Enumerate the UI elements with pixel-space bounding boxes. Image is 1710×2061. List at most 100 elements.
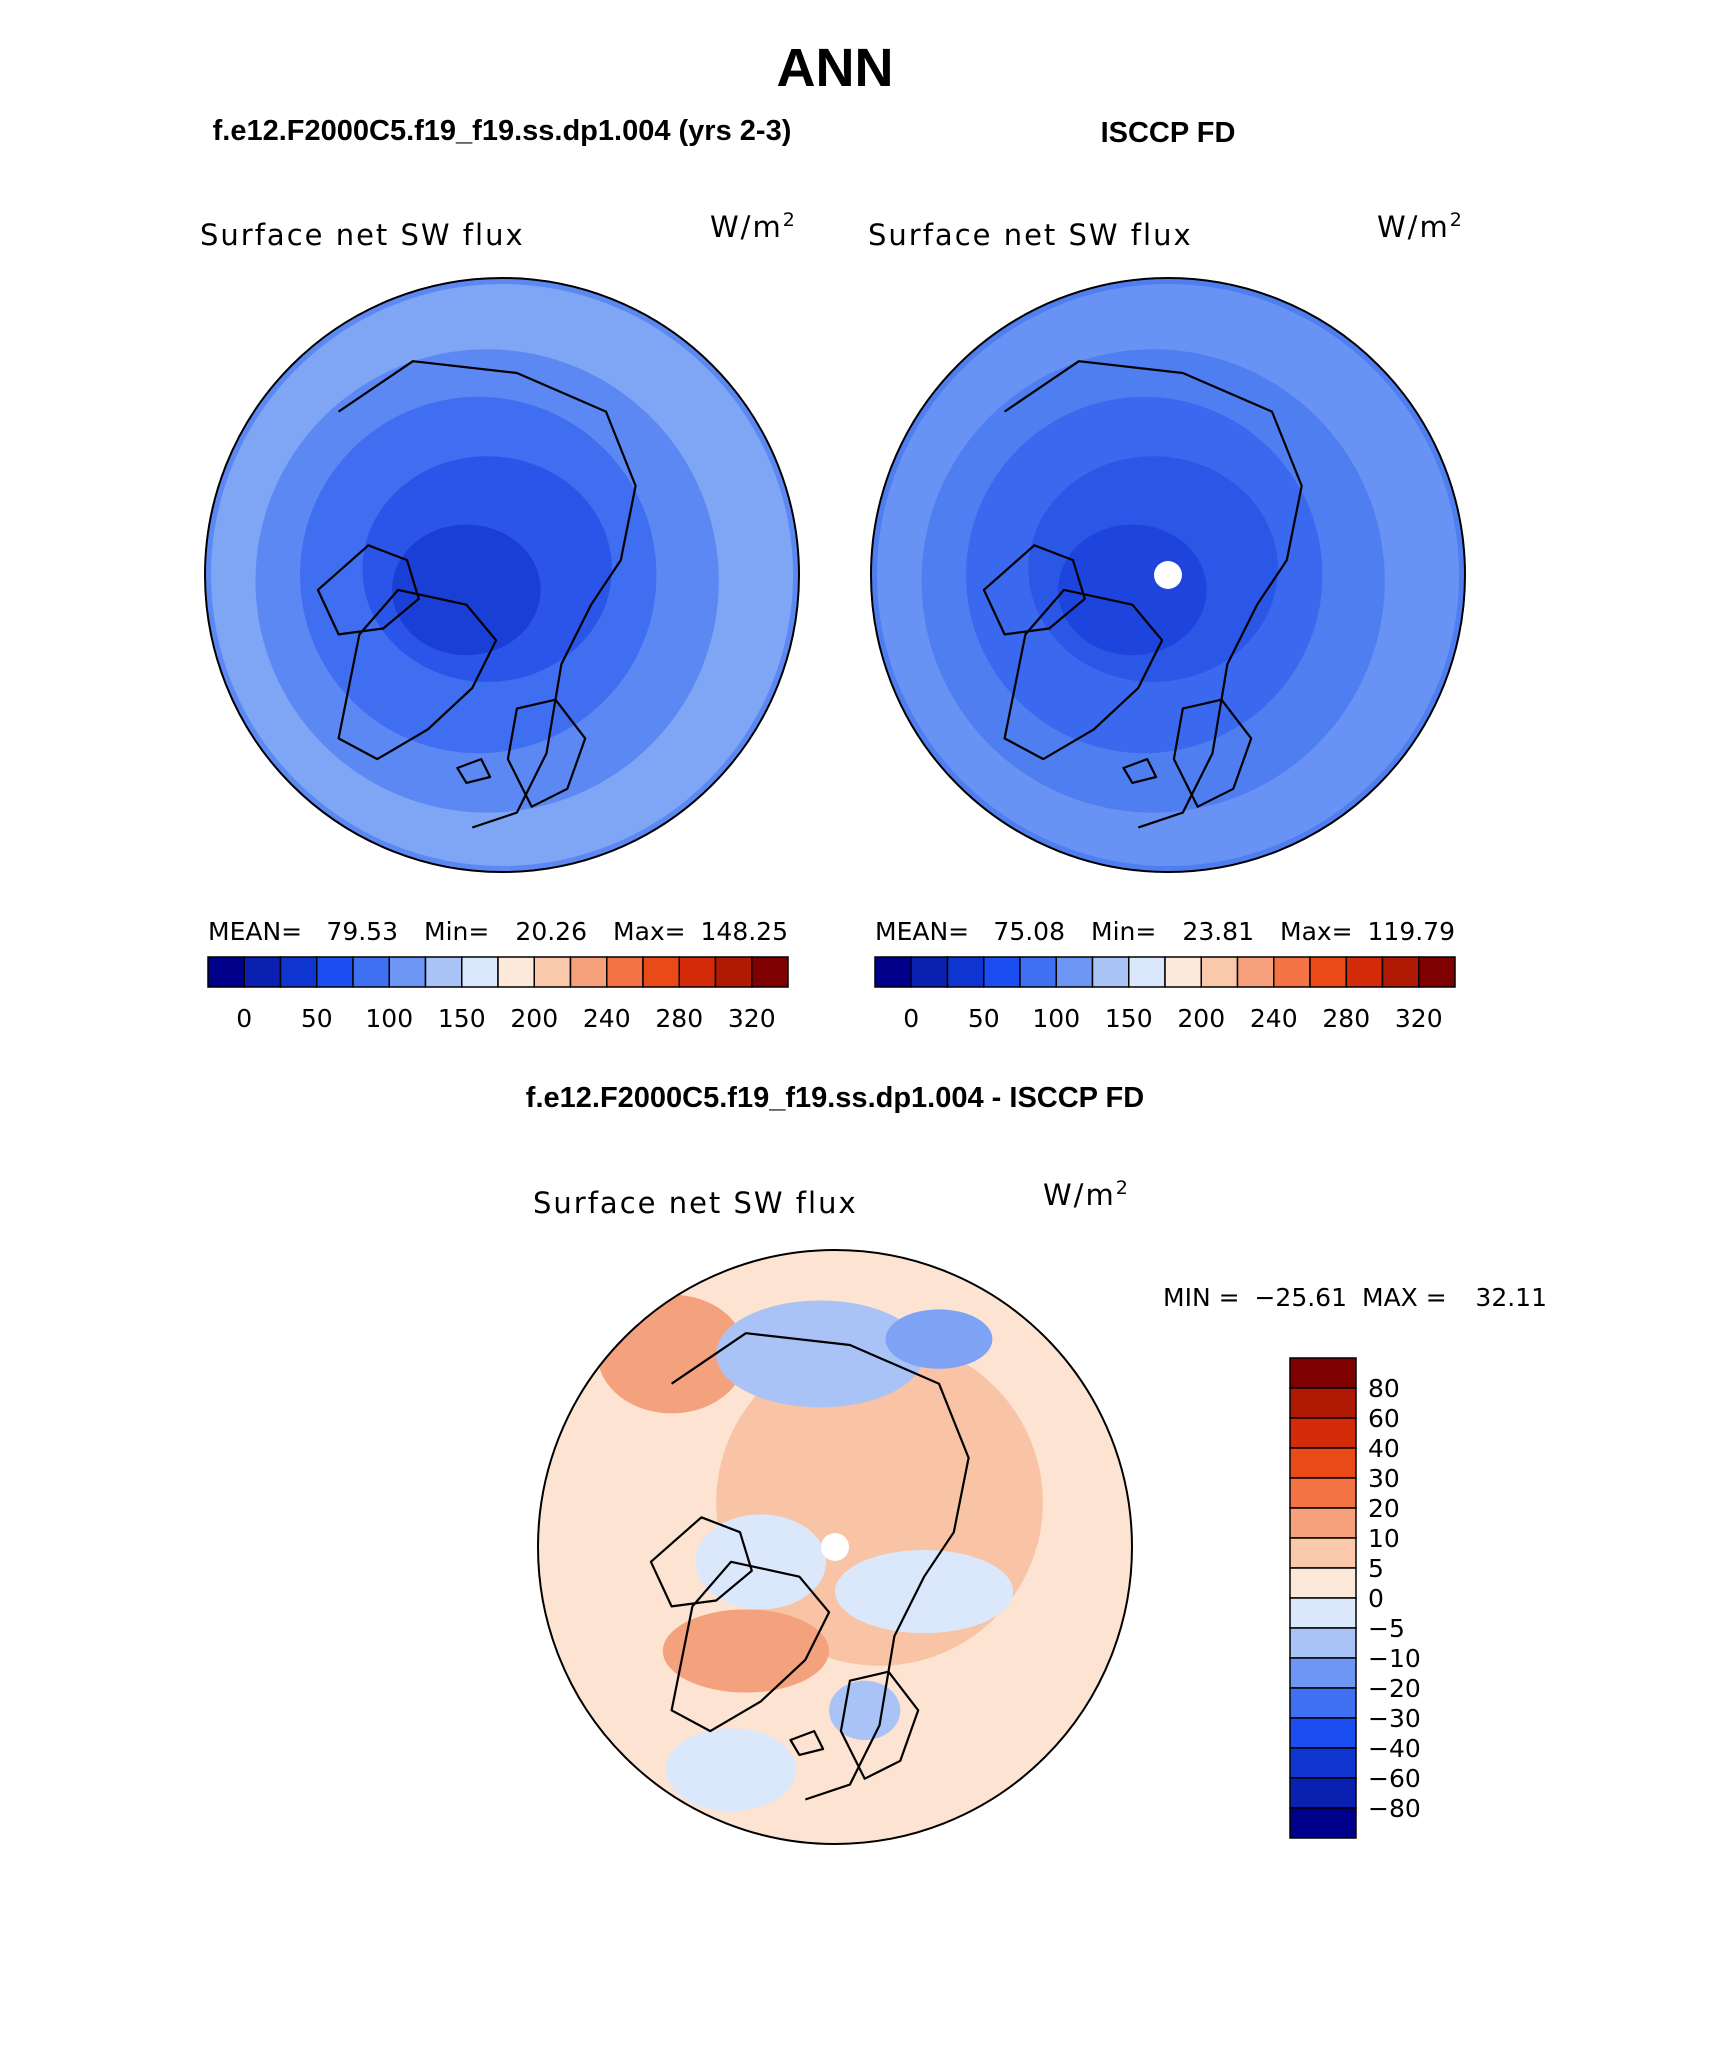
diff-panel-stats: MIN = −25.61 MAX = 32.11	[1163, 1283, 1547, 1312]
colorbar-tick-label: 0	[903, 1004, 919, 1033]
map-boundary	[537, 1249, 1133, 1845]
panel-2-header: ISCCP FD	[1101, 117, 1236, 149]
panel-1-units: W/m2	[710, 209, 795, 244]
coastline-iceland	[456, 757, 492, 785]
colorbar-tick-label: 100	[1032, 1004, 1080, 1033]
colorbar-swatch	[461, 956, 499, 988]
colorbar-tick-label: 150	[438, 1004, 486, 1033]
colorbar-swatch	[1289, 1537, 1357, 1569]
contour-band	[829, 1680, 901, 1741]
colorbar-swatch	[1019, 956, 1057, 988]
coastline-canadian-archipelago	[649, 1516, 753, 1608]
coastline-eurasia	[1003, 360, 1303, 829]
svg-text:W/m2: W/m2	[1043, 1177, 1130, 1212]
colorbar-tick-label: 280	[655, 1004, 703, 1033]
colorbar-swatch	[497, 956, 535, 988]
colorbar-swatch	[316, 956, 354, 988]
colorbar-swatch	[642, 956, 680, 988]
coastlines	[316, 360, 637, 829]
map-boundary	[870, 277, 1466, 873]
colorbar-swatch	[606, 956, 644, 988]
panel-2-variable: Surface net SW flux	[868, 218, 1193, 252]
pole-missing-data	[1154, 561, 1182, 589]
colorbar-tick-label: −40	[1368, 1734, 1421, 1763]
colorbar-swatch	[1289, 1777, 1357, 1809]
map-panel-difference	[537, 1249, 1133, 1845]
coastline-scandinavia	[839, 1670, 920, 1780]
colorbar-swatch	[279, 956, 318, 988]
colorbar-swatch	[352, 956, 390, 988]
colorbar-swatch	[1289, 1417, 1357, 1449]
colorbar-swatch	[1381, 956, 1420, 988]
max-value: 148.25	[701, 917, 788, 946]
colorbar-tick-label: 5	[1368, 1554, 1384, 1583]
colorbar-swatch	[1418, 956, 1456, 988]
colorbar-model: 0 50 100 150 200 240 280 320	[207, 956, 789, 1033]
colorbar-swatch	[1345, 956, 1384, 988]
coastline-eurasia	[670, 1332, 970, 1801]
colorbar-tick-label: 280	[1322, 1004, 1370, 1033]
colorbar-tick-label: 200	[510, 1004, 558, 1033]
colorbar-tick-label: 240	[1250, 1004, 1298, 1033]
contour-band	[665, 1728, 797, 1812]
coastline-scandinavia	[1172, 698, 1253, 808]
min-value: 20.26	[515, 917, 587, 946]
colorbar-tick-label: 40	[1368, 1434, 1400, 1463]
colorbar-tick-label: −5	[1368, 1614, 1405, 1643]
coastline-canadian-archipelago	[982, 544, 1086, 636]
diff-panel-variable: Surface net SW flux	[533, 1186, 858, 1220]
colorbar-swatch	[1289, 1687, 1357, 1719]
colorbar-tick-label: −10	[1368, 1644, 1421, 1673]
colorbar-tick-label: 20	[1368, 1494, 1400, 1523]
colorbar-tick-label: 320	[728, 1004, 776, 1033]
colorbar-swatch	[533, 956, 572, 988]
panel-1-header: f.e12.F2000C5.f19_f19.ss.dp1.004 (yrs 2-…	[213, 115, 792, 147]
colorbar-obs: 0 50 100 150 200 240 280 320	[874, 956, 1456, 1033]
colorbar-swatch	[1236, 956, 1275, 988]
colorbar-tick-label: 200	[1177, 1004, 1225, 1033]
min-value: 23.81	[1182, 917, 1254, 946]
diff-panel-units: W/m2	[1043, 1177, 1130, 1212]
panel-1-variable: Surface net SW flux	[200, 218, 525, 252]
colorbar-swatch	[910, 956, 949, 988]
colorbar-swatch	[678, 956, 717, 988]
min-value: −25.61	[1254, 1283, 1347, 1312]
min-label: MIN =	[1163, 1283, 1240, 1312]
main-title: ANN	[777, 38, 894, 98]
colorbar-swatch	[983, 956, 1021, 988]
svg-text:W/m2: W/m2	[1377, 209, 1464, 244]
colorbar-tick-label: 0	[236, 1004, 252, 1033]
colorbar-swatch	[714, 956, 753, 988]
coastline-scandinavia	[506, 698, 587, 808]
coastline-greenland	[337, 588, 498, 761]
colorbar-swatch	[1289, 1507, 1357, 1539]
colorbar-swatch	[1164, 956, 1202, 988]
coastline-canadian-archipelago	[316, 544, 420, 636]
colorbar-tick-label: 240	[583, 1004, 631, 1033]
colorbar-swatch	[874, 956, 912, 988]
colorbar-swatch	[1289, 1747, 1357, 1779]
colorbar-swatch	[569, 956, 608, 988]
contour-band	[392, 524, 541, 656]
colorbar-swatch	[388, 956, 427, 988]
mean-value: 75.08	[993, 917, 1065, 946]
coastline-eurasia	[337, 360, 637, 829]
coastline-greenland	[670, 1560, 831, 1733]
map-panel-obs	[870, 277, 1466, 873]
coastline-iceland	[1122, 757, 1158, 785]
colorbar-tick-label: 100	[365, 1004, 413, 1033]
max-label: Max=	[613, 917, 686, 946]
colorbar-swatch	[1289, 1597, 1357, 1629]
colorbar-swatch	[1055, 956, 1094, 988]
colorbar-swatch	[946, 956, 985, 988]
colorbar-tick-label: −60	[1368, 1764, 1421, 1793]
pole-missing-data	[821, 1533, 849, 1561]
contour-band	[716, 1300, 925, 1408]
colorbar-tick-label: 60	[1368, 1404, 1400, 1433]
map-fill	[538, 1250, 1132, 1844]
min-label: Min=	[1091, 917, 1156, 946]
colorbar-swatch	[1289, 1807, 1357, 1839]
colorbar-swatch	[1289, 1357, 1357, 1389]
